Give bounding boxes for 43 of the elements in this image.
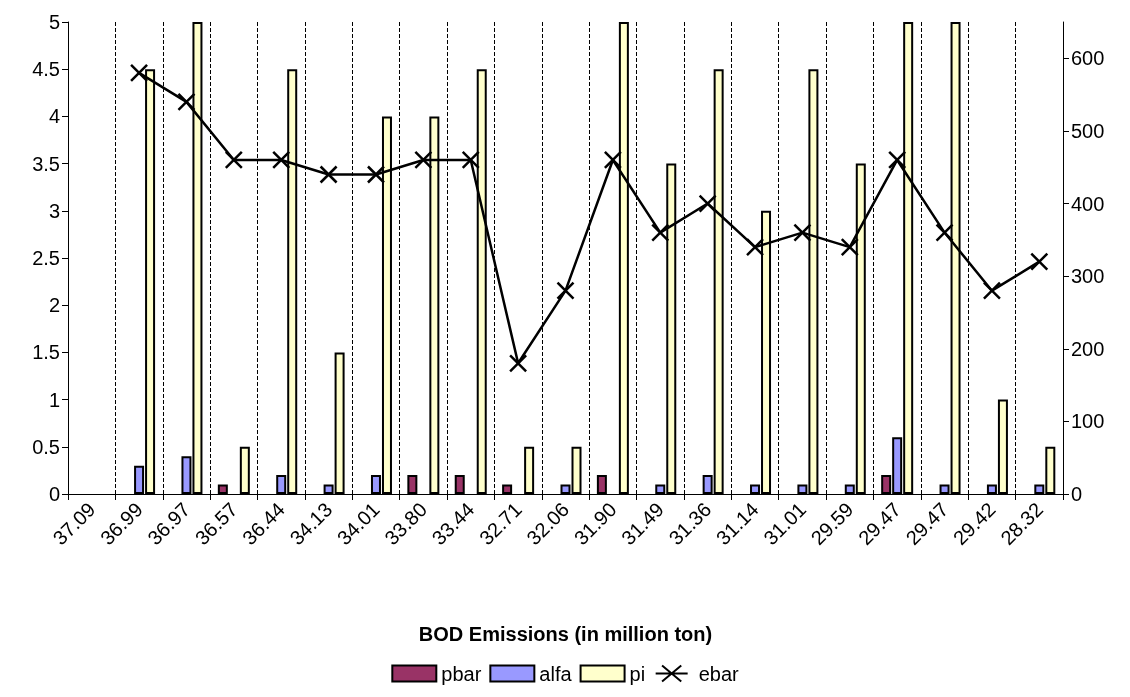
point [935,223,954,242]
point [698,194,717,213]
y-tick-label: 2 [48,294,60,317]
y2-tick-label: 0 [1071,483,1083,505]
point [319,165,338,184]
point [603,150,623,170]
y-tick-label: 4 [48,105,60,128]
point [793,223,812,242]
point [414,150,433,170]
y-tick-label: 1 [48,388,60,411]
point [129,63,149,83]
point [982,281,1002,300]
y-tick-label: 0 [48,483,60,505]
point [271,150,291,170]
y-tick-label: 2.5 [32,247,60,269]
point [887,150,907,170]
y2-tick-label: 300 [1071,265,1105,288]
y2-tick-label: 600 [1071,47,1105,70]
point [745,237,765,257]
point [461,150,480,170]
y2-tick-label: 500 [1071,119,1105,142]
y-tick-label: 1.5 [32,341,60,364]
point [1030,252,1049,271]
point [556,281,575,300]
y-tick-label: 3.5 [32,152,60,175]
legend-label: alfa [539,662,573,685]
legend-label: pi [629,662,646,685]
y-tick-label: 0.5 [32,435,60,458]
point [840,237,860,257]
y2-tick-label: 100 [1071,410,1105,433]
legend-label: pbar [441,662,482,685]
y-tick-label: 3 [48,199,60,222]
point [651,223,670,242]
y2-tick-label: 400 [1071,192,1105,215]
legend-label: ebar [698,662,740,685]
point [366,165,386,184]
point [177,92,196,112]
x-axis-title: BOD Emissions (in million ton) [418,623,713,645]
y-tick-label: 5 [48,11,60,33]
point [224,150,244,170]
y-tick-label: 4.5 [32,58,60,81]
y2-tick-label: 200 [1071,337,1105,360]
point [508,354,528,373]
